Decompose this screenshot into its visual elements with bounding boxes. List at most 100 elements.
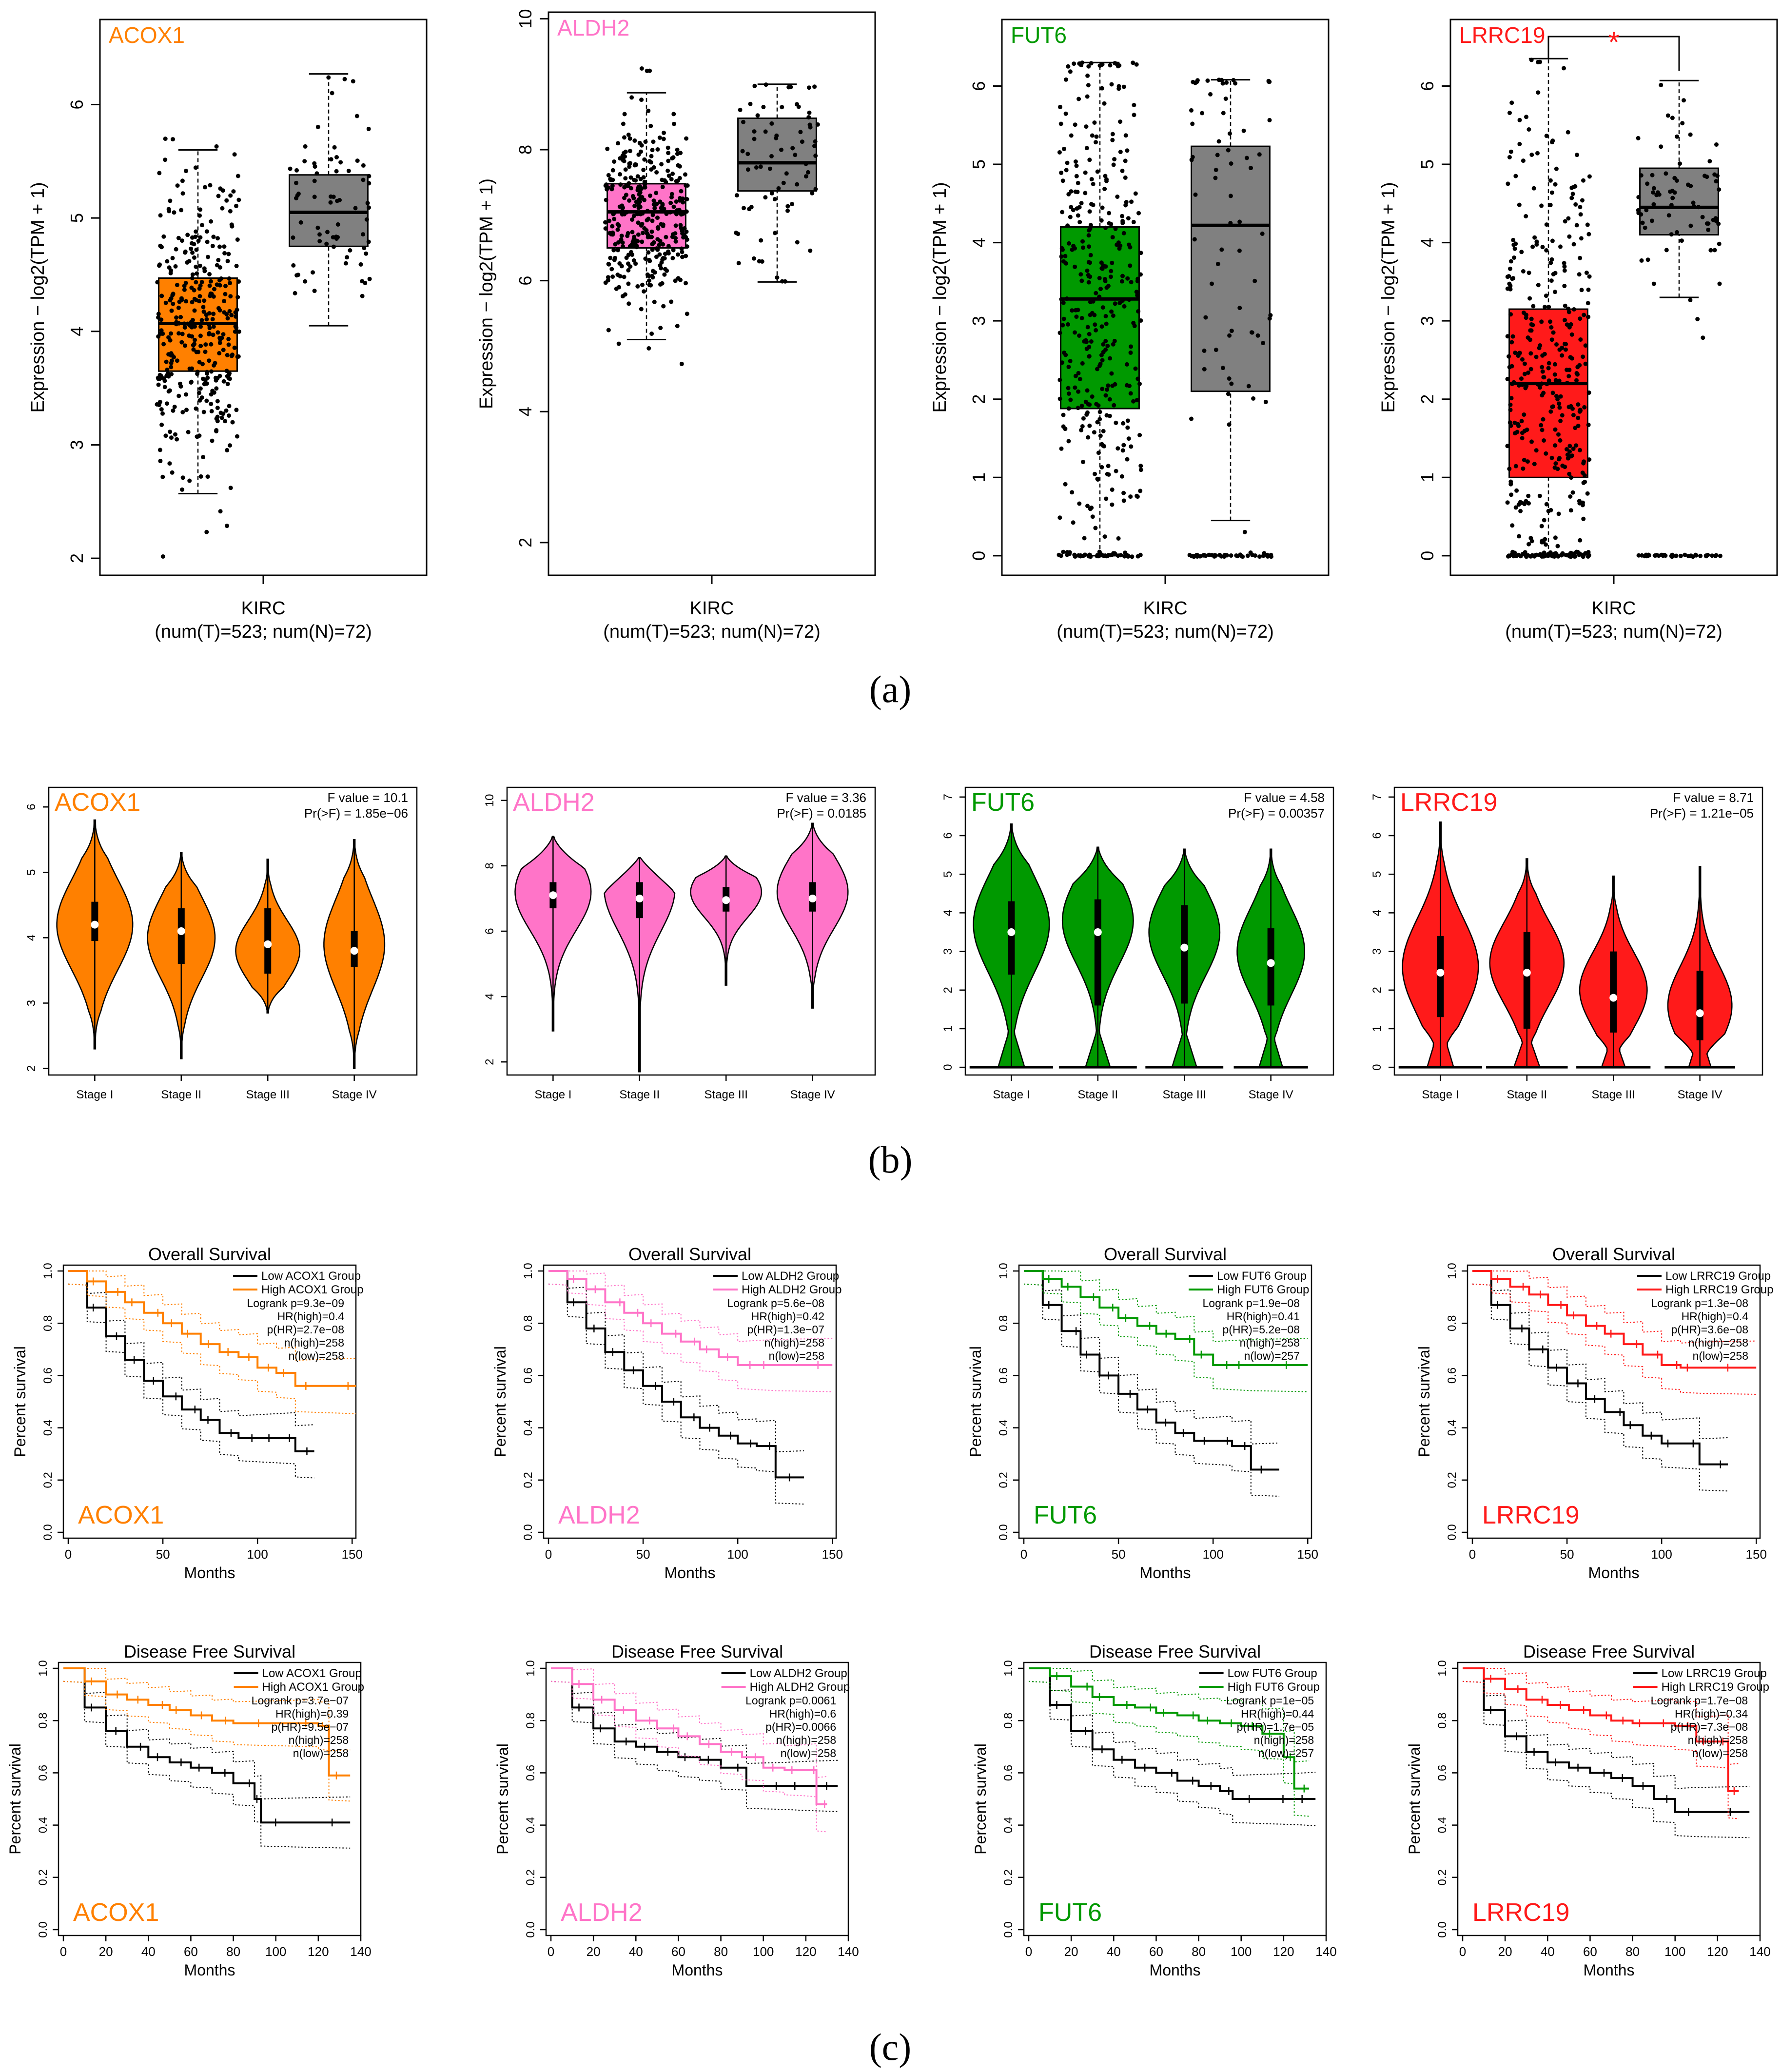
data-point	[178, 314, 183, 319]
data-point	[657, 135, 662, 140]
gene-label: ALDH2	[561, 1898, 643, 1927]
y-tick-label: 0.0	[1436, 1921, 1449, 1937]
data-point	[198, 333, 203, 338]
data-point	[671, 204, 676, 209]
data-point	[223, 419, 228, 424]
data-point	[1200, 111, 1205, 116]
data-point	[1582, 552, 1586, 557]
data-point	[1586, 232, 1591, 236]
data-point	[192, 342, 196, 347]
data-point	[189, 241, 194, 246]
x-tick-label: 80	[1625, 1944, 1640, 1959]
data-point	[1245, 553, 1250, 558]
data-point	[1546, 361, 1551, 366]
y-tick-label: 3	[941, 948, 955, 955]
data-point	[644, 228, 649, 233]
data-point	[1539, 524, 1544, 528]
data-point	[1131, 219, 1136, 224]
chart-title: Disease Free Survival	[1523, 1642, 1695, 1662]
x-tick-label: Stage IV	[1678, 1088, 1722, 1101]
x-tick-label: 60	[184, 1944, 198, 1959]
data-point	[1084, 347, 1089, 351]
data-point	[604, 197, 608, 202]
jitter-points	[288, 75, 372, 298]
data-point	[1057, 331, 1062, 335]
data-point	[630, 253, 635, 257]
data-point	[647, 257, 651, 262]
data-point	[1066, 365, 1071, 369]
stat-line: p(HR)=2.7e−08	[267, 1323, 344, 1336]
box-body	[737, 117, 817, 192]
data-point	[192, 255, 196, 260]
data-point	[1571, 185, 1576, 189]
ci-lower	[1028, 1681, 1310, 1817]
data-point	[1550, 138, 1555, 143]
data-point	[1085, 504, 1090, 508]
data-point	[1580, 503, 1585, 508]
data-point	[813, 153, 818, 158]
y-tick-label: 10	[515, 9, 535, 28]
data-point	[194, 280, 198, 285]
data-point	[1565, 381, 1569, 386]
data-point	[1508, 149, 1513, 154]
data-point	[171, 292, 176, 297]
data-point	[1080, 361, 1085, 366]
plot-frame	[62, 1264, 357, 1539]
data-point	[171, 137, 175, 142]
data-point	[643, 139, 648, 144]
data-point	[1257, 152, 1262, 157]
data-point	[673, 239, 678, 244]
data-point	[1084, 124, 1089, 129]
data-point	[639, 307, 644, 312]
data-point	[638, 190, 643, 195]
data-point	[221, 348, 226, 352]
data-point	[194, 229, 198, 234]
x-axis-sublabel: (num(T)=523; num(N)=72)	[155, 622, 372, 642]
data-point	[607, 218, 612, 223]
data-point	[214, 428, 219, 432]
x-tick-label: Stage IV	[332, 1088, 377, 1101]
data-point	[226, 342, 231, 347]
f-value: F value = 4.58	[1244, 790, 1325, 805]
data-point	[314, 171, 319, 176]
data-point	[812, 144, 817, 148]
data-point	[679, 246, 684, 251]
data-point	[209, 402, 214, 406]
data-point	[200, 223, 204, 228]
y-tick-label: 0.6	[41, 1368, 55, 1384]
data-point	[623, 176, 628, 181]
data-point	[1507, 467, 1512, 471]
data-point	[1549, 455, 1554, 460]
data-point	[1227, 131, 1232, 136]
data-point	[806, 85, 811, 90]
data-point	[736, 261, 741, 266]
x-tick-label: 50	[1112, 1547, 1126, 1562]
data-point	[1138, 489, 1143, 493]
data-point	[1546, 378, 1551, 383]
data-point	[201, 305, 206, 310]
data-point	[1060, 360, 1065, 365]
data-point	[215, 330, 220, 335]
y-tick-label: 1.0	[41, 1263, 55, 1279]
ci-upper	[548, 1271, 804, 1452]
data-point	[1076, 389, 1081, 394]
data-point	[1132, 113, 1136, 117]
data-point	[1581, 178, 1585, 183]
x-axis-label: KIRC	[1143, 598, 1188, 619]
gene-label: FUT6	[1034, 1501, 1097, 1529]
y-tick-label: 3	[67, 440, 87, 450]
data-point	[156, 334, 161, 339]
data-point	[606, 328, 611, 332]
data-point	[334, 155, 339, 159]
data-point	[222, 251, 227, 255]
data-point	[204, 313, 209, 317]
x-tick-label: 40	[629, 1944, 643, 1959]
data-point	[1251, 396, 1256, 401]
curve-low-group	[1462, 1667, 1750, 1838]
plot-frame	[1393, 786, 1763, 1076]
data-point	[1108, 274, 1113, 279]
data-point	[1089, 202, 1094, 207]
data-point	[1578, 538, 1583, 543]
data-point	[334, 169, 339, 174]
